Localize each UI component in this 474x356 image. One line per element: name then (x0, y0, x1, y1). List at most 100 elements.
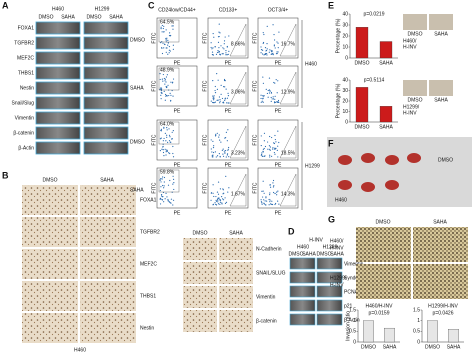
event-dot (268, 145, 271, 147)
axis-label: FITC (202, 80, 208, 91)
event-dot (159, 203, 162, 205)
axis-label: FITC (252, 80, 258, 91)
event-dot (262, 180, 264, 182)
event-dot (270, 96, 272, 99)
event-dot (217, 79, 219, 81)
marker-label: FOXA1 (140, 197, 157, 203)
event-dot (261, 203, 263, 205)
event-dot (261, 53, 264, 55)
event-dot (170, 198, 173, 200)
panel-letter: F (328, 138, 334, 148)
event-dot (159, 73, 161, 75)
event-dot (163, 181, 165, 183)
event-dot (219, 139, 221, 141)
axis-label: FITC (151, 32, 157, 43)
event-dot (164, 148, 166, 150)
gate-percentage: 1.67% (231, 191, 246, 197)
axis-label: PE (275, 108, 282, 114)
event-dot (161, 52, 164, 55)
event-dot (214, 89, 216, 92)
event-dot (227, 129, 229, 131)
event-dot (227, 102, 229, 104)
event-dot (218, 153, 220, 155)
event-dot (263, 33, 265, 36)
bar (355, 27, 369, 59)
event-dot (221, 198, 224, 200)
axis-label: PE (275, 162, 282, 168)
event-dot (273, 151, 275, 154)
event-dot (173, 188, 175, 191)
event-dot (216, 198, 219, 200)
event-dot (210, 199, 212, 201)
event-dot (228, 156, 230, 158)
gate-percentage: 8.66% (231, 41, 246, 47)
event-dot (276, 101, 278, 103)
event-dot (272, 52, 274, 54)
event-dot (260, 199, 262, 201)
event-dot (172, 25, 174, 27)
event-dot (172, 152, 174, 155)
event-dot (223, 150, 225, 152)
event-dot (160, 195, 163, 197)
axis-label: PE (174, 210, 181, 216)
event-dot (172, 48, 174, 50)
event-dot (213, 95, 215, 97)
event-dot (165, 140, 167, 142)
event-dot (162, 42, 164, 44)
chart-title: H1299/H-INV (428, 303, 458, 309)
event-dot (276, 51, 278, 53)
inset-label: SAHA (434, 31, 448, 37)
ihc-image (183, 310, 217, 332)
event-dot (211, 53, 214, 56)
event-dot (278, 203, 280, 205)
tumor (407, 153, 421, 163)
row-label: H460/ (330, 238, 344, 244)
event-dot (272, 98, 275, 100)
event-dot (274, 101, 276, 103)
plot-frame (156, 65, 198, 107)
event-dot (226, 97, 228, 99)
x-tick-label: SAHA (379, 60, 393, 66)
event-dot (163, 43, 166, 45)
y-tick-label: 10 (342, 44, 348, 50)
event-dot (169, 201, 171, 204)
event-dot (273, 44, 275, 46)
gate-percentage: 3.23% (231, 150, 246, 156)
condition: SAHA (330, 251, 344, 257)
event-dot (273, 45, 275, 47)
event-dot (265, 200, 268, 202)
row-label: H-INV (330, 245, 344, 251)
event-dot (212, 79, 214, 82)
event-dot (261, 152, 263, 154)
event-dot (262, 42, 264, 44)
event-dot (212, 32, 214, 35)
condition: DMSO (193, 230, 208, 236)
condition: DMSO (87, 14, 102, 20)
event-dot (216, 73, 218, 75)
event-dot (172, 178, 175, 180)
cell-line: H460 (74, 347, 86, 353)
blot (35, 51, 81, 65)
event-dot (217, 41, 220, 44)
y-tick-label: 40 (342, 11, 348, 17)
event-dot (267, 96, 269, 98)
plot-frame (207, 17, 249, 59)
event-dot (212, 156, 214, 158)
blot (83, 96, 129, 110)
event-dot (159, 179, 161, 181)
tumor (385, 155, 399, 165)
event-dot (271, 98, 273, 100)
event-dot (272, 54, 274, 56)
event-dot (268, 77, 271, 79)
event-dot (266, 48, 268, 50)
blot (289, 299, 316, 312)
protein-label: p21 (344, 303, 353, 309)
event-dot (227, 148, 229, 150)
event-dot (220, 84, 222, 86)
event-dot (269, 135, 271, 138)
event-dot (276, 191, 278, 193)
condition: SAHA (109, 14, 123, 20)
event-dot (211, 51, 214, 53)
event-dot (223, 86, 225, 88)
event-dot (216, 88, 218, 90)
